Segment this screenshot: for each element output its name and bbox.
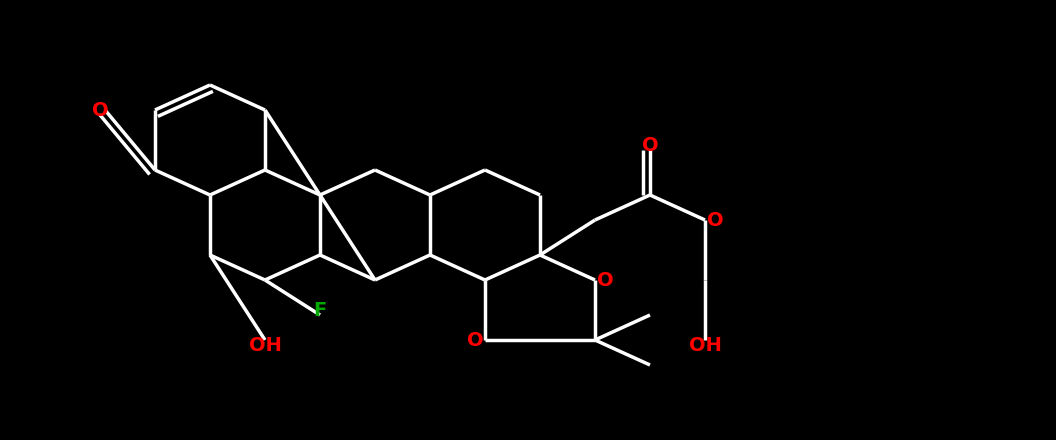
Text: O: O — [92, 100, 109, 120]
Text: F: F — [314, 301, 326, 319]
Text: OH: OH — [248, 335, 282, 355]
Text: O: O — [467, 330, 484, 349]
Text: OH: OH — [689, 335, 721, 355]
Text: O: O — [597, 271, 614, 290]
Text: O: O — [706, 210, 723, 230]
Text: O: O — [642, 136, 658, 154]
